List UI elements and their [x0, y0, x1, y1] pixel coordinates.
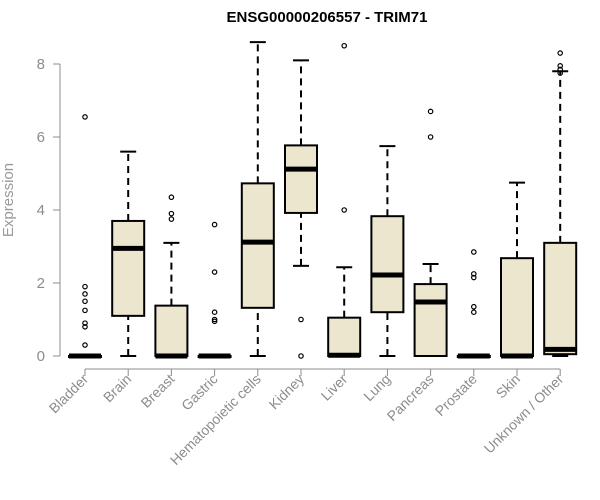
- outlier-point: [82, 320, 88, 326]
- x-tick-label: Breast: [138, 371, 178, 411]
- outlier-point: [82, 291, 88, 297]
- outlier-point: [211, 309, 218, 316]
- boxplot-series: [68, 41, 578, 359]
- y-axis-label: Expression: [0, 163, 17, 237]
- box-11: [543, 50, 578, 357]
- outlier-point: [298, 353, 304, 359]
- y-tick-label: 8: [37, 56, 45, 73]
- x-tick-label: Pancreas: [384, 371, 437, 424]
- outlier-point: [211, 269, 218, 275]
- outlier-point: [470, 271, 477, 277]
- outlier-point: [557, 50, 564, 56]
- box-10: [500, 181, 534, 359]
- box-iqr: [327, 316, 362, 357]
- x-tick-label: Brain: [100, 371, 134, 405]
- outlier-point: [82, 342, 88, 348]
- outlier-point: [211, 316, 218, 323]
- box-9: [456, 249, 491, 359]
- box-iqr: [370, 215, 405, 314]
- outlier-point: [168, 216, 175, 222]
- outlier-point: [211, 318, 218, 325]
- y-tick-label: 2: [37, 275, 45, 292]
- outlier-point: [82, 323, 88, 330]
- outlier-point: [470, 249, 477, 255]
- outlier-point: [470, 309, 477, 316]
- outlier-point: [82, 307, 88, 314]
- box-5: [284, 59, 318, 359]
- box-3: [197, 221, 232, 359]
- x-tick-label: Prostate: [432, 371, 480, 419]
- y-axis-ticks: 0 2 4 6 8: [37, 56, 60, 365]
- outlier-point: [82, 283, 88, 290]
- y-tick-label: 6: [37, 129, 45, 146]
- outlier-point: [82, 298, 88, 305]
- box-iqr: [413, 283, 448, 357]
- box-iqr: [543, 241, 578, 356]
- box-iqr: [240, 182, 275, 309]
- outlier-point: [82, 114, 88, 120]
- outlier-point: [470, 303, 477, 310]
- box-6: [327, 42, 362, 358]
- outlier-point: [341, 42, 348, 49]
- outlier-point: [427, 108, 434, 115]
- outlier-point: [557, 63, 564, 69]
- x-tick-label: Lung: [360, 371, 393, 404]
- x-tick-label: Skin: [493, 371, 524, 402]
- outlier-point: [298, 316, 304, 323]
- chart-title: ENSG00000206557 - TRIM71: [227, 9, 428, 26]
- box-4: [240, 41, 275, 357]
- box-2: [154, 194, 189, 359]
- box-7: [370, 145, 405, 357]
- x-tick-label: Liver: [318, 371, 351, 404]
- box-iqr: [111, 219, 146, 317]
- outlier-point: [427, 134, 434, 140]
- box-0: [68, 114, 102, 359]
- box-iqr: [500, 257, 534, 357]
- x-tick-label: Gastric: [178, 371, 221, 414]
- x-tick-label: Unknown / Other: [481, 371, 567, 457]
- outlier-point: [341, 207, 348, 213]
- box-1: [111, 150, 146, 357]
- box-8: [413, 108, 448, 357]
- y-tick-label: 0: [37, 348, 45, 365]
- y-tick-label: 4: [37, 202, 45, 219]
- outlier-point: [557, 70, 564, 76]
- outlier-point: [168, 194, 175, 201]
- x-tick-label: Kidney: [266, 371, 308, 413]
- x-tick-label: Bladder: [46, 371, 92, 417]
- outlier-point: [470, 274, 477, 281]
- box-iqr: [154, 304, 189, 358]
- outlier-point: [557, 66, 564, 73]
- box-iqr: [284, 144, 318, 214]
- outlier-point: [168, 210, 175, 217]
- outlier-point: [211, 221, 218, 228]
